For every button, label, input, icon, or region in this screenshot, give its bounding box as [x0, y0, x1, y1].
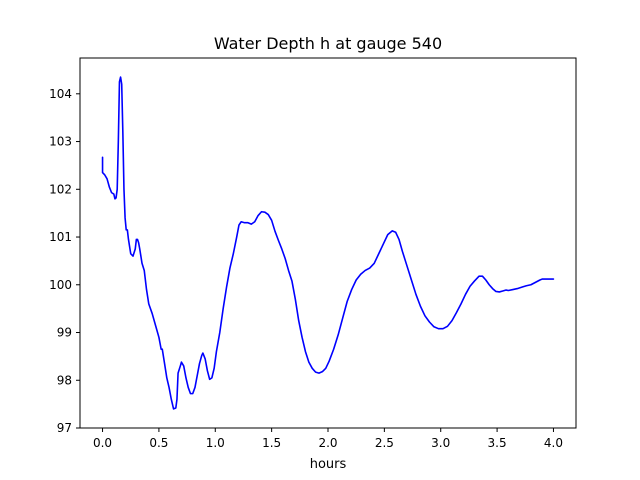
chart-title: Water Depth h at gauge 540 — [214, 34, 442, 53]
x-axis: 0.0 0.5 1.0 1.5 2.0 2.5 3.0 3.5 4.0 — [93, 428, 563, 450]
x-tick-label: 0.5 — [149, 436, 168, 450]
y-tick-label: 100 — [49, 278, 72, 292]
x-tick-label: 1.0 — [206, 436, 225, 450]
x-tick-label: 3.0 — [431, 436, 450, 450]
y-tick-label: 98 — [57, 373, 72, 387]
series-line — [101, 76, 555, 410]
y-tick-label: 101 — [49, 230, 72, 244]
y-tick-label: 102 — [49, 182, 72, 196]
x-tick-label: 2.5 — [375, 436, 394, 450]
x-axis-label: hours — [310, 457, 347, 472]
y-tick-label: 97 — [57, 421, 72, 435]
x-tick-label: 3.5 — [488, 436, 507, 450]
y-tick-label: 104 — [49, 87, 72, 101]
plot-area-frame — [79, 57, 577, 429]
y-tick-label: 103 — [49, 135, 72, 149]
y-tick-label: 99 — [57, 326, 72, 340]
y-axis: 97 98 99 100 101 102 103 104 — [49, 87, 80, 435]
x-tick-label: 2.0 — [318, 436, 337, 450]
x-tick-label: 1.5 — [262, 436, 281, 450]
x-tick-label: 4.0 — [544, 436, 563, 450]
x-tick-label: 0.0 — [93, 436, 112, 450]
